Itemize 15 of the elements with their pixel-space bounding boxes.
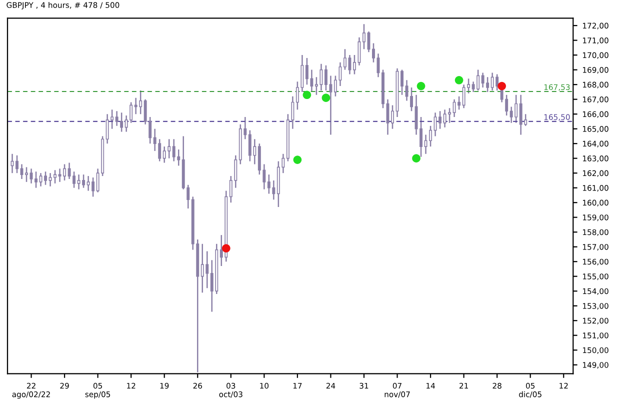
candlestick (391, 104, 394, 130)
point (416, 82, 426, 90)
point (302, 90, 312, 100)
point (293, 156, 302, 164)
point (322, 94, 330, 102)
candlestick (400, 69, 404, 96)
candlestick (16, 154, 18, 174)
candlestick (25, 166, 28, 183)
point (454, 76, 464, 84)
point (412, 154, 420, 162)
candlestick (372, 42, 375, 64)
point (498, 82, 506, 90)
candlestick (362, 23, 366, 50)
candlestick (20, 164, 24, 180)
point (222, 244, 230, 252)
